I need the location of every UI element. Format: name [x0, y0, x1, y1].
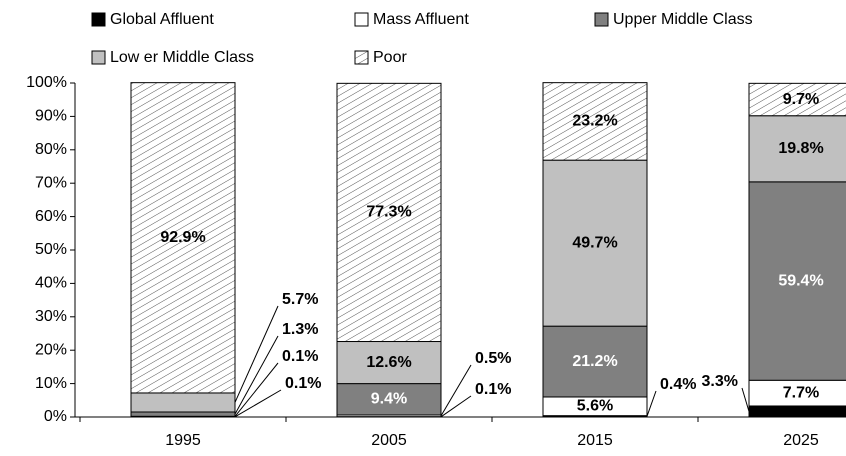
- value-label: 0.1%: [285, 375, 321, 392]
- value-label: 0.5%: [475, 350, 511, 367]
- bar-segment: [748, 405, 846, 418]
- leader-line: [440, 395, 472, 418]
- x-tick-label: 2005: [371, 432, 407, 449]
- bar-segment: [336, 82, 442, 343]
- legend-swatch: [354, 12, 369, 27]
- y-tick-label: 0%: [44, 408, 67, 425]
- leader-line: [234, 335, 279, 415]
- value-label: 0.4%: [660, 376, 696, 393]
- legend-label: Mass Affluent: [373, 11, 469, 28]
- value-label: 23.2%: [572, 113, 617, 130]
- bar-segment: [542, 159, 648, 327]
- y-tick-label: 80%: [35, 141, 67, 158]
- leader-line: [234, 362, 279, 417]
- value-label: 5.6%: [577, 398, 613, 415]
- y-tick-label: 10%: [35, 375, 67, 392]
- legend-swatch: [594, 12, 609, 27]
- value-label: 49.7%: [572, 234, 617, 251]
- bar-segment: [130, 392, 236, 413]
- leader-line: [440, 364, 472, 417]
- value-label: 5.7%: [282, 291, 318, 308]
- bar-segment: [748, 82, 846, 117]
- legend-label: Poor: [373, 49, 407, 66]
- x-tick-label: 2025: [783, 432, 819, 449]
- x-tick-label: 1995: [165, 432, 201, 449]
- value-label: 9.7%: [783, 91, 819, 108]
- value-label: 92.9%: [160, 229, 205, 246]
- bar-segment: [542, 325, 648, 398]
- bar-segment: [336, 383, 442, 416]
- y-tick-label: 20%: [35, 341, 67, 358]
- legend-label: Low er Middle Class: [110, 49, 254, 66]
- legend-swatch: [91, 50, 106, 65]
- value-label: 9.4%: [371, 391, 407, 408]
- value-label: 59.4%: [778, 272, 823, 289]
- value-label: 7.7%: [783, 384, 819, 401]
- y-tick-label: 70%: [35, 174, 67, 191]
- y-tick-label: 30%: [35, 308, 67, 325]
- legend-swatch: [354, 50, 369, 65]
- bar-segment: [748, 379, 846, 407]
- value-label: 3.3%: [702, 373, 738, 390]
- y-tick-label: 50%: [35, 241, 67, 258]
- value-label: 19.8%: [778, 140, 823, 157]
- y-tick-label: 60%: [35, 208, 67, 225]
- value-label: 0.1%: [475, 381, 511, 398]
- legend-swatch: [91, 12, 106, 27]
- legend-label: Global Affluent: [110, 11, 214, 28]
- bar-segment: [748, 181, 846, 381]
- y-tick-label: 90%: [35, 108, 67, 125]
- leader-line: [234, 389, 282, 418]
- bar-segment: [130, 82, 236, 394]
- value-label: 12.6%: [366, 354, 411, 371]
- value-label: 1.3%: [282, 321, 318, 338]
- leader-line: [646, 390, 657, 417]
- leader-line: [234, 305, 279, 403]
- y-tick-label: 40%: [35, 275, 67, 292]
- x-tick-label: 2015: [577, 432, 613, 449]
- legend-label: Upper Middle Class: [613, 11, 753, 28]
- bar-segment: [130, 411, 236, 417]
- value-label: 0.1%: [282, 348, 318, 365]
- y-tick-label: 100%: [26, 74, 67, 91]
- value-label: 21.2%: [572, 353, 617, 370]
- bar-segment: [542, 82, 648, 161]
- value-label: 77.3%: [366, 204, 411, 221]
- leader-line: [741, 387, 750, 412]
- bar-segment: [336, 341, 442, 385]
